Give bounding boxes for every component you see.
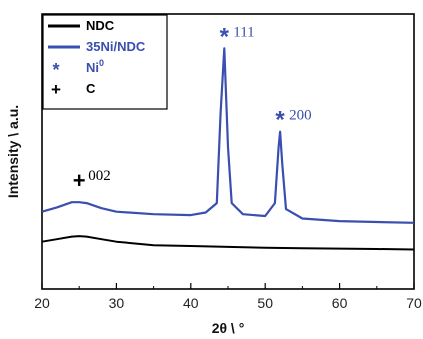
legend-label: 35Ni/NDC — [86, 39, 146, 54]
peak-label: 200 — [289, 108, 312, 124]
legend-symbol: + — [51, 80, 61, 99]
x-axis-label: 2θ \ ° — [212, 320, 245, 336]
x-tick-label: 30 — [109, 295, 125, 311]
series-layer — [41, 47, 415, 251]
x-tick-label: 70 — [406, 295, 422, 311]
peak-marker: * — [220, 23, 230, 50]
legend-box — [42, 14, 168, 110]
x-axis: 20 30 40 50 60 70 — [34, 283, 422, 311]
series-line-35ni-ndc — [41, 47, 415, 224]
x-tick-label: 50 — [257, 295, 273, 311]
y-axis-label: Intensity \ a.u. — [5, 105, 21, 198]
legend-superscript: 0 — [99, 58, 104, 68]
peak-label: 002 — [88, 168, 111, 184]
x-tick-label: 20 — [34, 295, 50, 311]
legend-symbol: * — [52, 60, 59, 80]
peak-marker: * — [275, 107, 285, 134]
peak-marker: + — [73, 168, 86, 193]
peak-label: 111 — [233, 24, 254, 40]
x-tick-label: 40 — [183, 295, 199, 311]
series-line-ndc — [41, 235, 415, 251]
annotations: * 111* 200+ 002 — [73, 23, 312, 193]
legend-label: NDC — [86, 18, 115, 33]
legend-label: C — [86, 81, 96, 96]
x-tick-label: 60 — [332, 295, 348, 311]
